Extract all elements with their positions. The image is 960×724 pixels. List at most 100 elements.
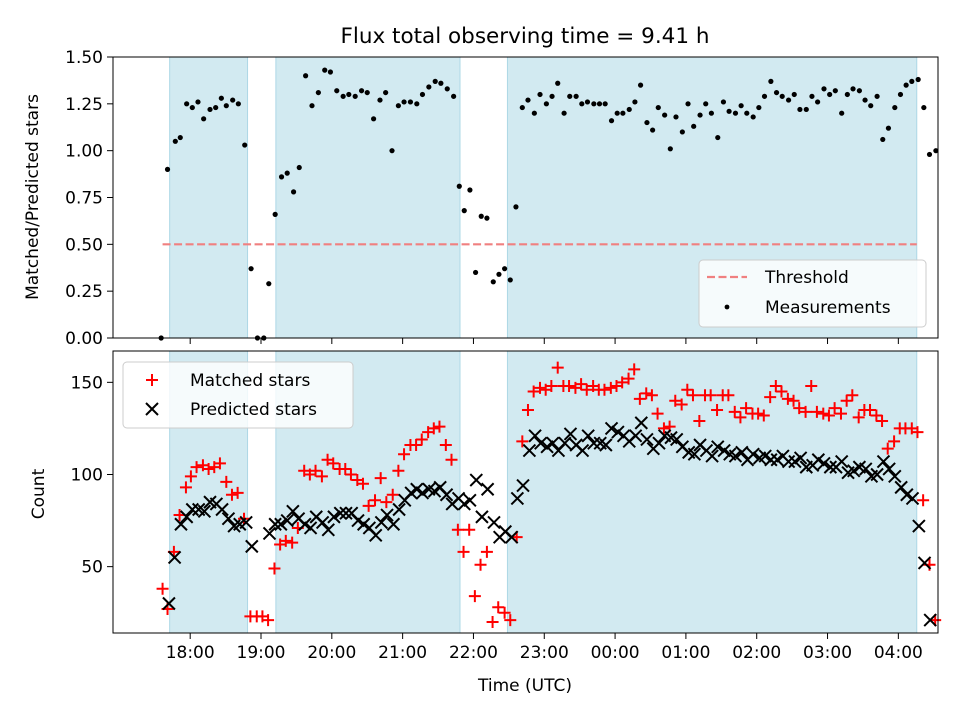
measurement-point <box>827 91 833 98</box>
count-y-tick-label: 150 <box>71 373 103 393</box>
predicted-star-marker <box>221 512 236 526</box>
matched-star-marker <box>398 448 411 461</box>
measurement-point <box>358 88 365 94</box>
predicted-star-marker <box>487 515 501 530</box>
matched-star-marker <box>457 545 470 558</box>
matched-star-marker <box>711 403 724 416</box>
predicted-star-marker <box>640 432 654 447</box>
matched-star-marker <box>451 523 464 536</box>
measurement-point <box>844 91 850 98</box>
matched-star-marker <box>445 453 458 466</box>
predicted-star-marker <box>480 482 495 496</box>
predicted-star-marker <box>575 443 590 458</box>
ratio-x-ticks <box>189 338 899 344</box>
matched-star-marker <box>427 422 440 435</box>
predicted-star-marker <box>239 515 253 530</box>
legend-matched-label: Matched stars <box>190 371 310 391</box>
predicted-star-marker <box>339 506 353 520</box>
measurement-point <box>189 104 195 111</box>
predicted-star-marker <box>628 429 643 443</box>
predicted-star-marker <box>197 504 212 519</box>
predicted-star-marker <box>705 449 719 463</box>
matched-star-marker <box>286 536 299 549</box>
predicted-star-marker <box>522 443 537 458</box>
x-tick-label: 18:00 <box>166 643 215 663</box>
measurement-point <box>290 189 297 195</box>
measurement-point <box>340 93 346 99</box>
matched-star-marker <box>410 439 423 451</box>
matched-star-marker <box>775 385 788 398</box>
x-tick-label: 22:00 <box>449 643 498 663</box>
matched-star-marker <box>309 464 322 477</box>
legend-predicted-swatch <box>145 402 159 416</box>
matched-star-marker <box>628 363 641 376</box>
count-y-tick-label: 100 <box>71 465 103 485</box>
measurement-point <box>909 78 915 84</box>
matched-star-marker <box>604 381 617 394</box>
measurement-points <box>158 67 939 341</box>
measurement-point <box>414 101 420 107</box>
matched-star-marker <box>805 380 818 393</box>
matched-star-marker <box>822 409 835 422</box>
measurement-point <box>839 110 845 116</box>
measurement-point <box>555 80 561 86</box>
measurement-point <box>662 112 668 118</box>
matched-star-marker <box>757 409 770 422</box>
matched-star-marker <box>616 376 629 389</box>
matched-star-marker <box>846 389 859 402</box>
predicted-star-marker <box>262 526 277 541</box>
measurement-point <box>395 103 401 109</box>
predicted-star-marker <box>546 436 560 450</box>
matched-star-marker <box>369 494 382 507</box>
measurement-point <box>531 110 537 116</box>
measurement-point <box>732 110 739 116</box>
measurement-point <box>352 93 358 99</box>
ratio-y-tick-label: 0.75 <box>65 189 103 209</box>
measurement-point <box>667 146 673 152</box>
matched-star-marker <box>828 402 841 415</box>
matched-star-marker <box>722 389 735 402</box>
ratio-legend: Threshold Measurements <box>698 259 927 328</box>
predicted-star-marker <box>905 491 920 506</box>
chart-title: Flux total observing time = 9.41 h <box>341 24 710 49</box>
measurement-point <box>322 67 328 73</box>
measurement-point <box>456 183 462 189</box>
matched-star-marker <box>344 468 357 481</box>
predicted-star-marker <box>510 491 525 506</box>
matched-star-marker <box>575 378 588 391</box>
matched-star-marker <box>356 477 369 490</box>
predicted-star-marker <box>687 447 702 461</box>
matched-star-marker <box>669 394 682 407</box>
predicted-star-marker <box>439 488 454 502</box>
matched-star-marker <box>645 389 658 402</box>
predicted-star-marker <box>823 460 838 474</box>
matched-star-marker <box>480 545 493 558</box>
matched-star-marker <box>876 415 889 428</box>
matched-star-marker <box>787 394 800 407</box>
matched-star-marker <box>190 461 203 474</box>
measurement-point <box>377 97 383 103</box>
measurement-point <box>632 99 638 105</box>
measurement-point <box>184 101 190 107</box>
measurement-point <box>438 80 444 86</box>
predicted-star-marker <box>859 462 873 476</box>
measurement-point <box>177 134 183 141</box>
matched-star-marker <box>184 470 197 483</box>
measurement-point <box>573 93 579 99</box>
predicted-star-marker <box>333 506 348 520</box>
predicted-star-marker <box>386 517 401 531</box>
ratio-y-tick-label: 1.25 <box>65 95 103 115</box>
matched-star-marker <box>415 433 428 446</box>
measurement-point <box>720 99 727 105</box>
measurement-point <box>915 76 921 83</box>
measurement-point <box>242 142 248 148</box>
legend-predicted-label: Predicted stars <box>190 400 317 420</box>
predicted-star-marker <box>516 478 530 493</box>
matched-star-marker <box>852 411 865 424</box>
predicted-star-marker <box>463 493 477 508</box>
measurement-point <box>230 97 236 103</box>
matched-star-marker <box>793 402 806 415</box>
matched-star-marker <box>231 486 244 499</box>
predicted-star-marker <box>280 513 294 528</box>
x-tick-label: 20:00 <box>307 643 356 663</box>
